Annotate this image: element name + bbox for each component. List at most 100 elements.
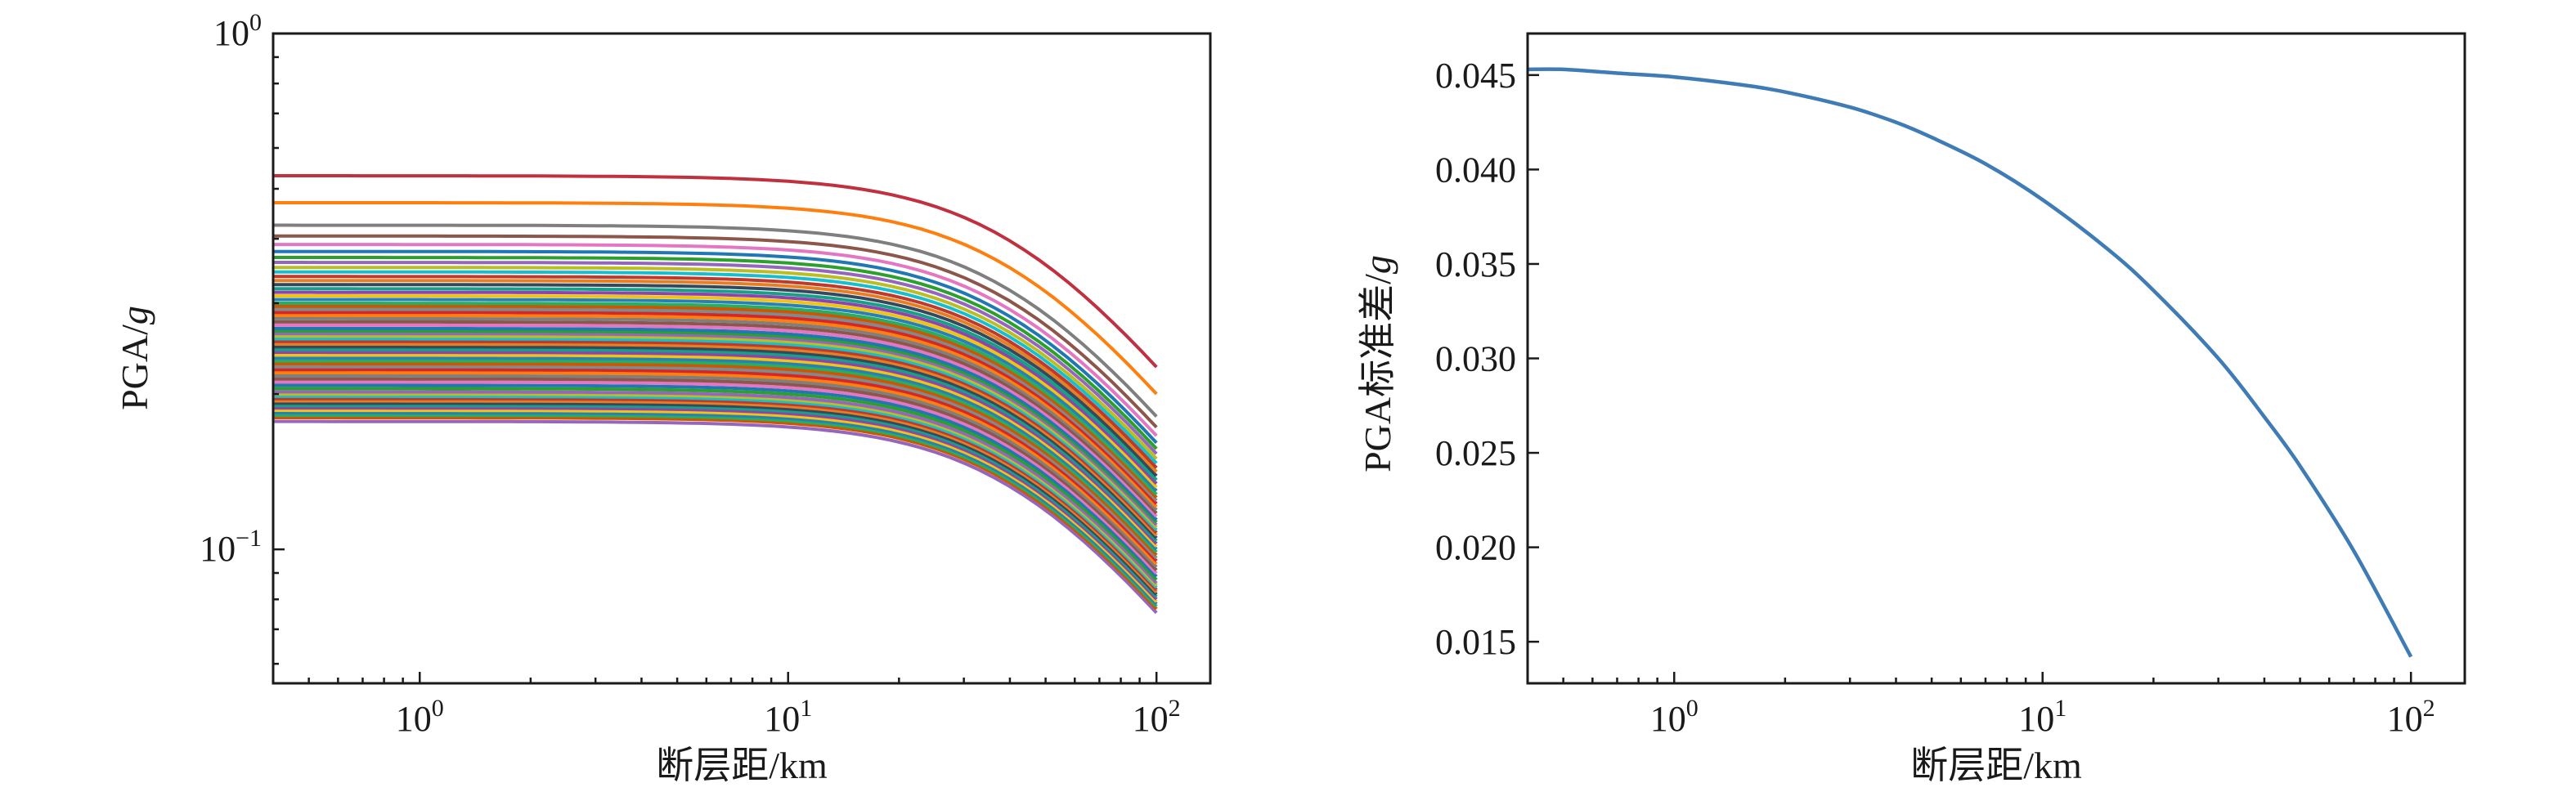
right-y-tick-label: 0.045 [1435, 56, 1516, 96]
tick-base: 10 [213, 13, 249, 53]
right-x-axis-ticks: 100 101 102 [1650, 672, 2435, 739]
tick-base: 10 [764, 699, 800, 739]
pga-series-line [273, 304, 1158, 499]
tick-exponent: −1 [236, 525, 262, 552]
right-y-tick-label: 0.025 [1435, 433, 1516, 473]
pga-series-line [273, 275, 1158, 469]
left-y-tick-label: 100 [213, 9, 262, 53]
pga-series-line [273, 279, 1158, 473]
tick-exponent: 1 [800, 695, 812, 722]
pga-series-line [273, 390, 1158, 584]
pga-series-line [273, 362, 1158, 557]
pga-series-line [273, 356, 1158, 551]
pga-series-line [273, 404, 1158, 598]
pga-series-line [273, 409, 1158, 603]
right-y-tick-label: 0.040 [1435, 150, 1516, 190]
pga-series-line [273, 266, 1158, 460]
pga-series-line [273, 290, 1158, 485]
pga-series-line [273, 283, 1158, 477]
pga-series-line [273, 316, 1158, 512]
pga-series-line [273, 243, 1158, 437]
pga-series-line [273, 342, 1158, 537]
right-y-tick-label: 0.035 [1435, 244, 1516, 284]
pga-series-line [273, 374, 1158, 569]
right-y-label-unit: g [1357, 255, 1398, 274]
right-x-axis-label: 断层距/km [1910, 745, 2082, 786]
right-plot-frame [1526, 32, 2466, 685]
pga-series-line [273, 332, 1158, 526]
left-y-tick-label: 10−1 [200, 525, 262, 569]
pga-series-line [273, 201, 1158, 396]
pga-series-line [273, 396, 1158, 592]
pga-series-line [273, 314, 1158, 508]
pga-series-line [273, 270, 1158, 465]
pga-series-line [273, 287, 1158, 481]
left-y-label-prefix: PGA/ [114, 324, 155, 410]
pga-series-line [273, 234, 1158, 429]
tick-base: 10 [2387, 699, 2423, 739]
pga-series-line [273, 320, 1158, 515]
left-plot-frame [272, 32, 1212, 685]
right-x-tick-label: 100 [1650, 695, 1699, 739]
tick-exponent: 0 [1686, 695, 1699, 722]
pga-series-line [273, 380, 1158, 575]
tick-exponent: 2 [2423, 695, 2435, 722]
left-y-axis-label: PGA/g [114, 306, 155, 410]
tick-exponent: 1 [2054, 695, 2067, 722]
pga-series-line [273, 307, 1158, 502]
pga-series-line [273, 334, 1158, 529]
pga-series-line [273, 387, 1158, 581]
pga-series-line [273, 377, 1158, 571]
right-y-tick-label: 0.020 [1435, 528, 1516, 568]
left-x-tick-label: 102 [1133, 695, 1181, 739]
pga-series-line [273, 249, 1158, 445]
pga-series-line [273, 347, 1158, 543]
pga-series-line [273, 419, 1158, 615]
tick-base: 10 [1650, 699, 1686, 739]
pga-series-line [273, 345, 1158, 539]
tick-exponent: 2 [1169, 695, 1181, 722]
tick-base: 10 [1133, 699, 1169, 739]
pga-series-line [273, 339, 1158, 535]
pga-series-line [273, 323, 1158, 518]
pga-series-line [273, 365, 1158, 560]
pga-series-line [273, 294, 1158, 489]
pga-series-line [273, 399, 1158, 593]
pga-series-group [273, 174, 1158, 615]
right-y-axis-label: PGA标准差/g [1357, 255, 1398, 472]
pga-series-line [273, 359, 1158, 553]
pga-series-line [273, 401, 1158, 596]
right-x-tick-label: 101 [2018, 695, 2067, 739]
right-y-tick-label: 0.030 [1435, 339, 1516, 379]
pga-series-line [273, 298, 1158, 492]
pga-series-line [273, 383, 1158, 578]
pga-series-line [273, 368, 1158, 562]
tick-base: 10 [396, 699, 432, 739]
left-x-tick-label: 101 [764, 695, 812, 739]
pga-series-line [273, 261, 1158, 455]
left-x-axis-label: 断层距/km [656, 745, 828, 786]
pga-series-line [273, 394, 1158, 589]
pga-series-line [273, 351, 1158, 545]
pga-series-line [273, 392, 1158, 587]
pga-series-line [273, 411, 1158, 606]
right-y-label-prefix: PGA标准差/ [1357, 274, 1398, 472]
pga-std-chart: 100 101 102 0.0150.0200.0250.0300.0350.040… [1357, 32, 2466, 786]
tick-base: 10 [200, 529, 236, 569]
right-y-tick-label: 0.015 [1435, 622, 1516, 662]
right-x-tick-label: 102 [2387, 695, 2435, 739]
tick-base: 10 [2018, 699, 2054, 739]
left-x-tick-label: 100 [396, 695, 444, 739]
pga-series-line [273, 302, 1158, 496]
tick-exponent: 0 [432, 695, 444, 722]
pga-series-line [273, 414, 1158, 608]
right-y-axis-ticks: 0.015 0.020 0.025 0.030 0.035 0.040 0.045 [1435, 56, 1539, 662]
pga-series-line [273, 416, 1158, 611]
pga-series-line [273, 353, 1158, 548]
pga-series-line [273, 311, 1158, 505]
pga-series-line [273, 223, 1158, 418]
pga-series-line [273, 174, 1158, 369]
